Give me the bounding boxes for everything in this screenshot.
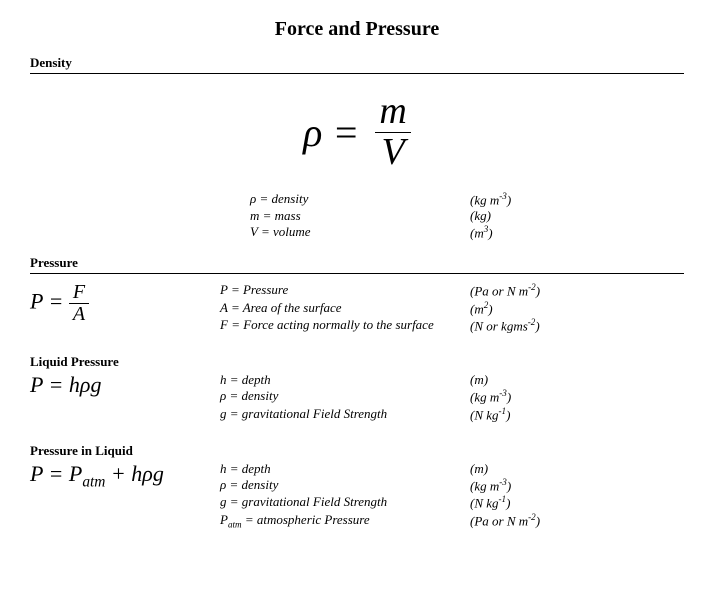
pressure-lhs: P <box>30 289 43 314</box>
density-numerator: m <box>375 92 410 132</box>
liquid-pressure-formula: P = hρg <box>30 372 220 398</box>
density-formula: ρ = m V <box>30 92 684 173</box>
page-title: Force and Pressure <box>30 18 684 41</box>
def-row: m = mass(kg) <box>250 208 684 224</box>
def-row: ρ = density(kg m-3) <box>250 191 684 208</box>
def-row: V = volume(m3) <box>250 224 684 241</box>
liquid-pressure-defs: h = depth(m)ρ = density(kg m-3)g = gravi… <box>220 372 650 423</box>
section-heading-pressure: Pressure <box>30 255 684 274</box>
section-heading-density: Density <box>30 55 684 74</box>
density-defs: ρ = density(kg m-3)m = mass(kg)V = volum… <box>250 191 684 242</box>
pressure-formula: P = F A <box>30 282 220 325</box>
def-row: ρ = density(kg m-3) <box>220 477 650 494</box>
pressure-in-liquid-formula: P = Patm + hρg <box>30 461 220 491</box>
pressure-numerator: F <box>69 282 89 303</box>
def-row: P = Pressure(Pa or N m-2) <box>220 282 650 299</box>
pressure-in-liquid-defs: h = depth(m)ρ = density(kg m-3)g = gravi… <box>220 461 650 529</box>
density-denominator: V <box>375 132 410 173</box>
def-row: g = gravitational Field Strength(N kg-1) <box>220 494 650 511</box>
def-row: h = depth(m) <box>220 461 650 477</box>
def-row: A = Area of the surface(m2) <box>220 300 650 317</box>
density-lhs: ρ <box>303 110 322 155</box>
def-row: g = gravitational Field Strength(N kg-1) <box>220 406 650 423</box>
pressure-denominator: A <box>69 303 89 325</box>
pressure-defs: P = Pressure(Pa or N m-2)A = Area of the… <box>220 282 650 334</box>
def-row: ρ = density(kg m-3) <box>220 388 650 405</box>
section-heading-liquid-pressure: Liquid Pressure <box>30 354 684 370</box>
def-row: F = Force acting normally to the surface… <box>220 317 650 334</box>
def-row: h = depth(m) <box>220 372 650 388</box>
def-row: Patm = atmospheric Pressure(Pa or N m-2) <box>220 512 650 530</box>
section-heading-pressure-in-liquid: Pressure in Liquid <box>30 443 684 459</box>
